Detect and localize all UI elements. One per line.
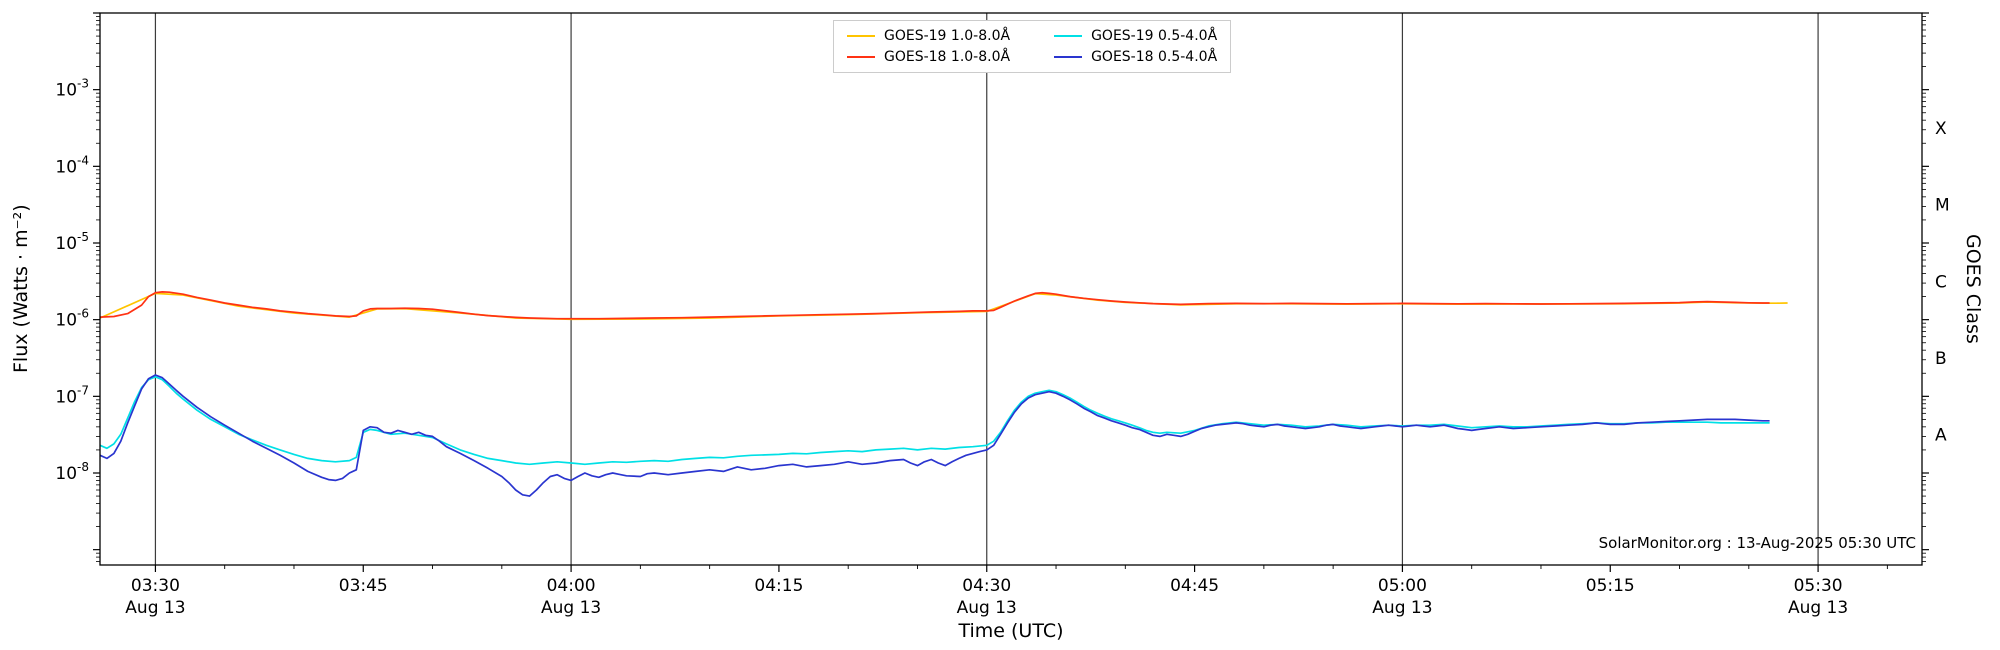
legend-label: GOES-19 0.5-4.0Å (1091, 28, 1218, 44)
series-line-goes19-short (100, 375, 1770, 466)
x-tick-sublabel: Aug 13 (1788, 598, 1848, 618)
series-line-goes18-long (100, 291, 1770, 320)
legend-label: GOES-18 0.5-4.0Å (1091, 49, 1218, 65)
y-tick-label: 10-3 (55, 77, 89, 101)
legend-line-swatch (1054, 56, 1083, 58)
credit-text: SolarMonitor.org : 13-Aug-2025 05:30 UTC (1598, 534, 1916, 552)
x-tick-label: 04:45 (1170, 576, 1219, 596)
x-tick-label: 05:00 (1378, 576, 1427, 596)
legend-label: GOES-18 1.0-8.0Å (884, 49, 1011, 65)
series-line-goes18-short (100, 374, 1770, 497)
x-axis-label: Time (UTC) (958, 620, 1064, 642)
x-tick-label: 04:00 (547, 576, 596, 596)
legend-item-goes19-short: GOES-19 0.5-4.0Å (1054, 28, 1217, 44)
x-tick-label: 04:15 (754, 576, 803, 596)
goes-class-letter: M (1935, 196, 1950, 216)
legend-item-goes19-long: GOES-19 1.0-8.0Å (847, 28, 1010, 44)
x-tick-label: 04:30 (962, 576, 1011, 596)
legend-item-goes18-long: GOES-18 1.0-8.0Å (847, 49, 1010, 65)
x-tick-label: 03:30 (131, 576, 180, 596)
right-axis-label: GOES Class (1962, 234, 1984, 344)
x-tick-sublabel: Aug 13 (125, 598, 185, 618)
y-tick-label: 10-4 (55, 153, 89, 177)
x-tick-sublabel: Aug 13 (541, 598, 601, 618)
plot-border (99, 12, 1923, 566)
goes-class-letter: C (1935, 272, 1947, 292)
y-axis-label: Flux (Watts · m⁻²) (10, 204, 32, 374)
x-tick-label: 05:30 (1794, 576, 1843, 596)
legend-line-swatch (1054, 35, 1083, 37)
y-tick-label: 10-6 (55, 307, 89, 331)
goes-class-letter: X (1935, 119, 1947, 139)
x-tick-label: 03:45 (339, 576, 388, 596)
goes-class-letter: B (1935, 349, 1947, 369)
y-tick-label: 10-5 (55, 230, 89, 254)
legend-line-swatch (847, 35, 875, 37)
legend: GOES-19 1.0-8.0Å GOES-19 0.5-4.0Å GOES-18 … (833, 20, 1232, 73)
y-tick-label: 10-8 (55, 460, 89, 484)
legend-item-goes18-short: GOES-18 0.5-4.0Å (1054, 49, 1217, 65)
x-tick-sublabel: Aug 13 (957, 598, 1017, 618)
y-tick-label: 10-7 (55, 383, 89, 407)
legend-label: GOES-19 1.0-8.0Å (884, 28, 1011, 44)
x-tick-label: 05:15 (1586, 576, 1635, 596)
x-tick-sublabel: Aug 13 (1372, 598, 1432, 618)
goes-class-letter: A (1935, 426, 1947, 446)
legend-line-swatch (847, 56, 875, 58)
